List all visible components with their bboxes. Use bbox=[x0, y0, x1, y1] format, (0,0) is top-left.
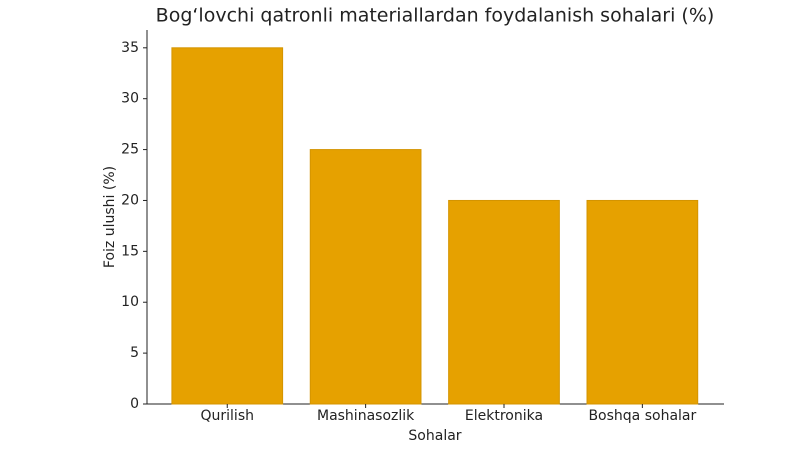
bar bbox=[448, 199, 560, 405]
y-tick-label: 0 bbox=[130, 396, 139, 412]
y-axis-label: Foiz ulushi (%) bbox=[102, 166, 118, 268]
y-tick-label: 5 bbox=[130, 345, 139, 361]
x-axis-label: Sohalar bbox=[408, 428, 461, 444]
y-tick-label: 35 bbox=[121, 40, 139, 56]
y-tick-label: 25 bbox=[121, 142, 139, 158]
bar bbox=[171, 47, 284, 405]
x-tick-label: Boshqa sohalar bbox=[588, 408, 696, 424]
bar bbox=[309, 149, 422, 405]
chart-title: Bog‘lovchi qatronli materiallardan foyda… bbox=[156, 5, 715, 27]
bar bbox=[586, 199, 699, 405]
y-tick-label: 20 bbox=[121, 192, 139, 208]
x-tick-label: Elektronika bbox=[465, 408, 543, 424]
x-tick-label: Mashinasozlik bbox=[317, 408, 415, 424]
x-tick-label: Qurilish bbox=[201, 408, 254, 424]
y-tick-label: 30 bbox=[121, 91, 139, 107]
y-tick-label: 10 bbox=[121, 294, 139, 310]
y-tick-label: 15 bbox=[121, 243, 139, 259]
